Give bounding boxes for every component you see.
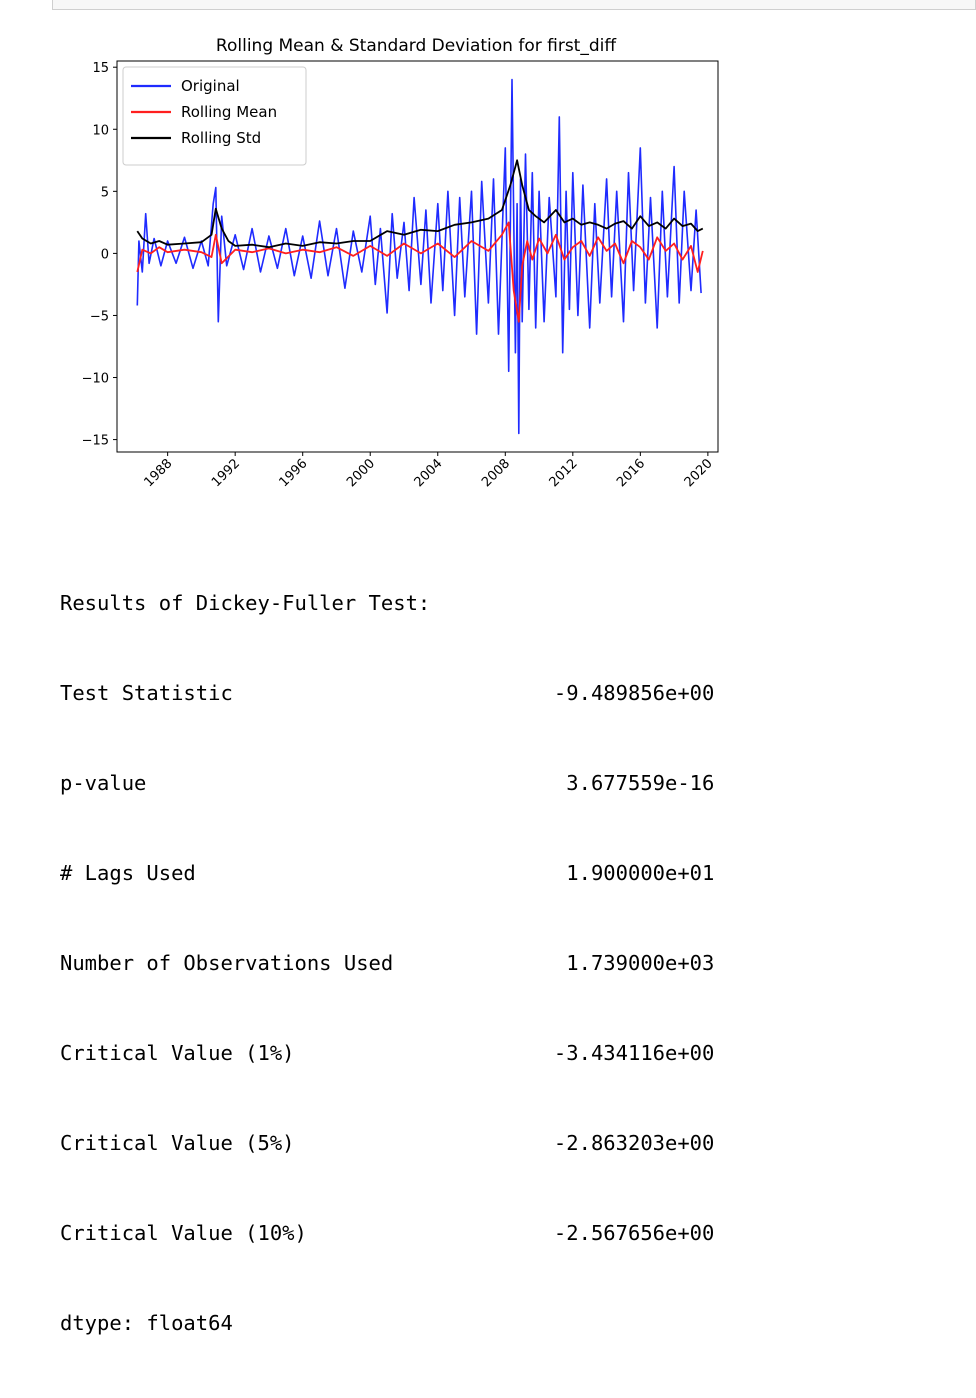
legend-label: Original (181, 77, 240, 95)
x-tick-label: 2016 (614, 456, 648, 490)
result-row-p-value: p-value 3.677559e-16 (60, 768, 714, 798)
result-value: -2.863203e+00 (553, 1131, 715, 1155)
series-line-original (136, 78, 702, 435)
result-row-lags-used: # Lags Used 1.900000e+01 (60, 858, 714, 888)
y-tick-label: −5 (90, 309, 109, 324)
x-tick-label: 2004 (412, 456, 446, 490)
legend-box (122, 66, 307, 166)
dickey-fuller-output: Results of Dickey-Fuller Test: Test Stat… (60, 528, 714, 1398)
result-value: -9.489856e+00 (553, 681, 715, 705)
result-row-critical-5: Critical Value (5%) -2.863203e+00 (60, 1128, 714, 1158)
result-row-test-statistic: Test Statistic -9.489856e+00 (60, 678, 714, 708)
result-row-critical-10: Critical Value (10%) -2.567656e+00 (60, 1218, 714, 1248)
x-tick-label: 2020 (682, 456, 716, 490)
output-dtype: dtype: float64 (60, 1311, 233, 1335)
result-value: -2.567656e+00 (553, 1221, 715, 1245)
x-tick-label: 2008 (479, 456, 513, 490)
result-row-observations-used: Number of Observations Used 1.739000e+03 (60, 948, 714, 978)
x-tick-label: 2012 (547, 456, 581, 490)
result-label: Critical Value (1%) (60, 1041, 295, 1065)
rolling-stats-plot: Rolling Mean & Standard Deviation for fi… (82, 36, 719, 490)
result-label: # Lags Used (60, 861, 196, 885)
y-tick-label: 5 (101, 185, 109, 200)
result-value: 1.739000e+03 (566, 951, 715, 975)
result-label: Number of Observations Used (60, 951, 394, 975)
legend: Original Rolling Mean Rolling Std (122, 66, 307, 166)
plot-title: Rolling Mean & Standard Deviation for fi… (216, 36, 617, 56)
result-value: 1.900000e+01 (566, 861, 715, 885)
legend-label: Rolling Std (181, 129, 261, 147)
x-tick-label: 2000 (344, 456, 378, 490)
x-tick-label: 1992 (209, 456, 243, 490)
plot-frame (116, 60, 719, 453)
series-line-rolling-mean (136, 221, 704, 323)
previous-cell-edge (52, 0, 976, 10)
series-line-rolling-std (136, 159, 704, 249)
cell-output-area: Rolling Mean & Standard Deviation for fi… (0, 10, 976, 1335)
y-tick-label: 10 (92, 123, 109, 138)
x-tick-label: 1988 (141, 456, 175, 490)
x-tick-label: 1996 (277, 456, 311, 490)
result-value: 3.677559e-16 (566, 771, 715, 795)
y-tick-label: −15 (82, 434, 109, 449)
result-label: Test Statistic (60, 681, 233, 705)
y-tick-label: 15 (92, 61, 109, 76)
y-tick-label: 0 (101, 247, 109, 262)
y-tick-label: −10 (82, 372, 109, 387)
result-label: Critical Value (10%) (60, 1221, 307, 1245)
result-label: p-value (60, 771, 147, 795)
result-value: -3.434116e+00 (553, 1041, 715, 1065)
output-header: Results of Dickey-Fuller Test: (60, 591, 431, 615)
legend-label: Rolling Mean (181, 103, 277, 121)
result-label: Critical Value (5%) (60, 1131, 295, 1155)
result-row-critical-1: Critical Value (1%) -3.434116e+00 (60, 1038, 714, 1068)
